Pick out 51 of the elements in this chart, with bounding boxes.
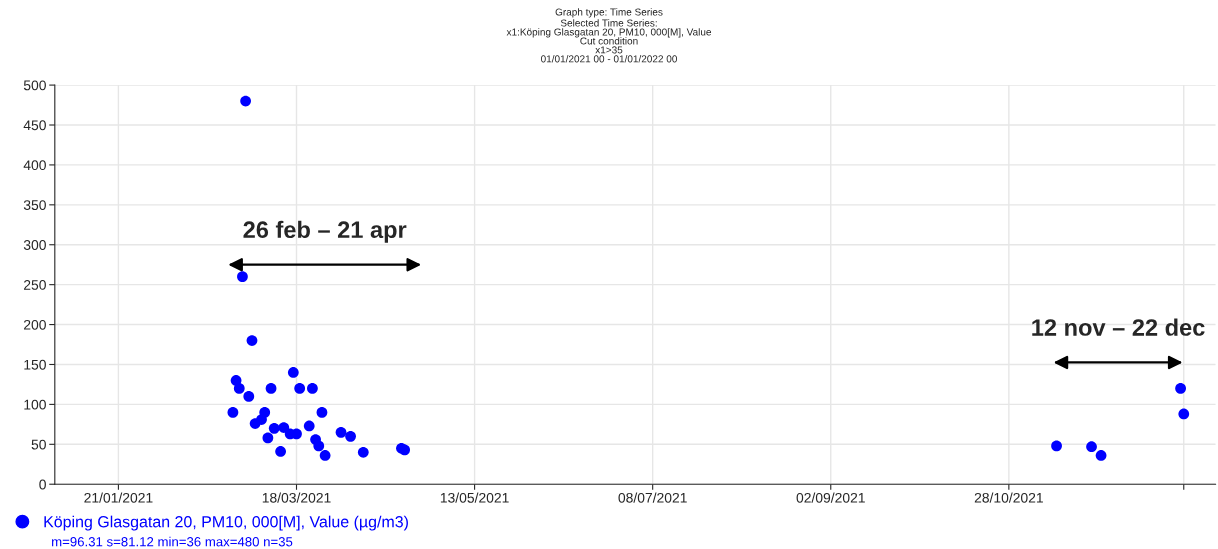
point xyxy=(259,407,271,418)
y-tick-label: 150 xyxy=(24,359,46,370)
point xyxy=(316,407,328,418)
annotation: 26 feb – 21 apr xyxy=(243,220,407,243)
y-tick-label: 50 xyxy=(31,439,46,450)
annotation: 12 nov – 22 dec xyxy=(1032,318,1205,336)
y-tick-label: 250 xyxy=(24,279,46,290)
point xyxy=(246,335,258,346)
point xyxy=(399,444,411,456)
point xyxy=(227,407,239,418)
y-tick-label: 100 xyxy=(24,399,46,410)
point xyxy=(240,95,251,107)
chart-title: Graph type: Time Series xyxy=(555,8,663,18)
point xyxy=(237,271,248,283)
point xyxy=(287,367,299,378)
point xyxy=(303,420,315,432)
x-tick-label: 18/03/2021 xyxy=(262,492,331,503)
point xyxy=(275,446,286,457)
point xyxy=(1051,440,1062,452)
point xyxy=(1178,408,1190,420)
x-tick-label: 28/10/2021 xyxy=(974,492,1043,503)
point xyxy=(357,446,369,458)
x-tick-label: 21/01/2021 xyxy=(84,492,153,503)
y-tick-label: 450 xyxy=(23,120,46,131)
legend-label: Köping Glasgatan 20, PM10, 000[M], Value (µg/m3) xyxy=(44,515,408,531)
point xyxy=(345,430,356,442)
x-tick-label: 13/05/2021 xyxy=(440,492,509,503)
point xyxy=(243,391,255,402)
y-tick-label: 500 xyxy=(23,80,46,91)
point xyxy=(262,432,274,444)
point xyxy=(1175,383,1186,394)
text: m=96.31 s=81.12 min=36 max=480 n=35 xyxy=(52,536,293,547)
point xyxy=(268,422,280,434)
point xyxy=(233,383,245,394)
point xyxy=(1095,450,1107,461)
point xyxy=(307,383,318,394)
point xyxy=(335,426,347,438)
point xyxy=(294,383,306,394)
point xyxy=(313,440,325,452)
chart-subtitle: Selected Time Series: x1:Köping Glasgatan 20, PM10, 000[M], Value Cut condition x1>35 01/01/2021 00 - 01/01/2022 00 xyxy=(506,19,712,63)
y-tick-label: 200 xyxy=(24,319,46,330)
x-tick-label: 08/07/2021 xyxy=(618,492,687,503)
point xyxy=(278,422,290,433)
y-tick-label: 350 xyxy=(23,200,46,210)
y-tick-label: 300 xyxy=(23,240,46,250)
y-tick-label: 400 xyxy=(23,160,46,171)
point xyxy=(1086,441,1097,453)
point xyxy=(319,450,331,461)
point xyxy=(265,383,277,394)
y-tick-label: 0 xyxy=(39,479,46,490)
x-tick-label: 02/09/2021 xyxy=(796,492,865,503)
